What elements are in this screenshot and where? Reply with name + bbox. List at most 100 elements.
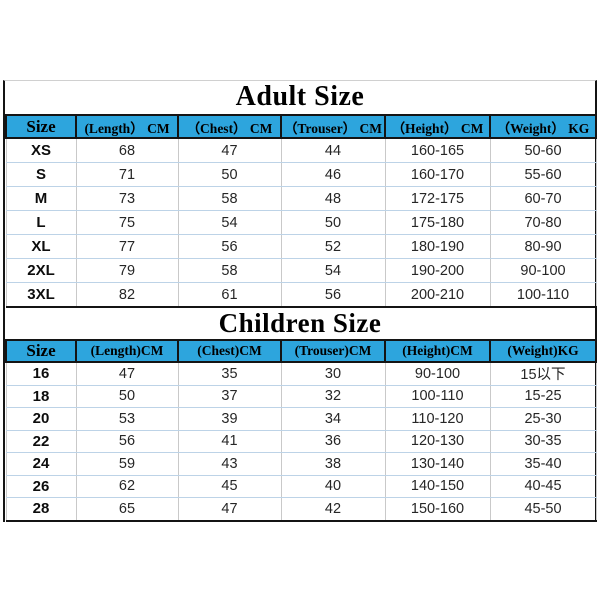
adult-data-cell: 160-170 (384, 162, 491, 187)
adult-table-row: S 71 50 46 160-170 55-60 (5, 162, 597, 187)
children-size-label: 22 (5, 429, 77, 453)
children-data-cell: 56 (75, 429, 179, 453)
adult-table-row: 2XL 79 58 54 190-200 90-100 (5, 258, 597, 283)
adult-data-cell: 48 (280, 186, 386, 211)
adult-data-cell: 160-165 (384, 137, 491, 163)
adult-size-table: Size (Length） CM （Chest） CM （Trouser） CM （He… (5, 114, 597, 308)
children-data-cell: 41 (177, 429, 282, 453)
adult-size-label: M (5, 186, 77, 211)
children-data-cell: 53 (75, 407, 179, 431)
adult-column-header: （Weight） KG (489, 114, 597, 139)
adult-data-cell: 54 (280, 258, 386, 283)
children-size-label: 16 (5, 361, 77, 386)
adult-data-cell: 50-60 (489, 137, 597, 163)
children-data-cell: 42 (280, 497, 386, 521)
children-size-label: 24 (5, 452, 77, 476)
children-column-header: (Length)CM (75, 339, 179, 363)
children-size-label: 26 (5, 474, 77, 498)
children-column-header: (Height)CM (384, 339, 491, 363)
children-size-table: Size (Length)CM (Chest)CM (Trouser)CM (Heigh… (5, 339, 597, 522)
adult-data-cell: 70-80 (489, 210, 597, 235)
children-data-cell: 59 (75, 452, 179, 476)
adult-table-row: XL 77 56 52 180-190 80-90 (5, 234, 597, 259)
adult-data-cell: 54 (177, 210, 282, 235)
size-chart-board: Adult Size Size (Length） CM （Chest） CM （Tro… (3, 80, 597, 522)
adult-data-cell: 82 (75, 282, 179, 308)
adult-data-cell: 56 (177, 234, 282, 259)
adult-data-cell: 47 (177, 137, 282, 163)
children-data-cell: 34 (280, 407, 386, 431)
adult-size-label: 3XL (5, 282, 77, 308)
adult-data-cell: 52 (280, 234, 386, 259)
adult-data-cell: 50 (280, 210, 386, 235)
children-size-label: 18 (5, 384, 77, 408)
children-data-cell: 38 (280, 452, 386, 476)
children-data-cell: 25-30 (489, 407, 597, 431)
children-table-row: 16 47 35 30 90-100 15以下 (5, 361, 597, 386)
children-data-cell: 47 (75, 361, 179, 386)
adult-data-cell: 180-190 (384, 234, 491, 259)
children-size-title: Children Size (218, 308, 382, 338)
children-table-body: 16 47 35 30 90-100 15以下 18 50 37 32 100-110 15-25 20… (5, 361, 597, 521)
adult-data-cell: 175-180 (384, 210, 491, 235)
adult-size-label: XL (5, 234, 77, 259)
children-data-cell: 120-130 (384, 429, 491, 453)
children-data-cell: 45 (177, 474, 282, 498)
children-table-row: 24 59 43 38 130-140 35-40 (5, 452, 597, 476)
adult-data-cell: 55-60 (489, 162, 597, 187)
children-data-cell: 36 (280, 429, 386, 453)
adult-data-cell: 100-110 (489, 282, 597, 308)
adult-size-label: 2XL (5, 258, 77, 283)
adult-data-cell: 73 (75, 186, 179, 211)
children-data-cell: 32 (280, 384, 386, 408)
children-size-label: 20 (5, 407, 77, 431)
adult-data-cell: 71 (75, 162, 179, 187)
adult-data-cell: 77 (75, 234, 179, 259)
children-data-cell: 39 (177, 407, 282, 431)
children-column-header: Size (5, 339, 77, 363)
adult-data-cell: 60-70 (489, 186, 597, 211)
children-data-cell: 150-160 (384, 497, 491, 521)
adult-table-header: Size (Length） CM （Chest） CM （Trouser） CM （He… (5, 114, 597, 139)
adult-data-cell: 172-175 (384, 186, 491, 211)
children-data-cell: 130-140 (384, 452, 491, 476)
children-data-cell: 35-40 (489, 452, 597, 476)
adult-column-header: （Trouser） CM (280, 114, 386, 139)
adult-column-header: （Chest） CM (177, 114, 282, 139)
children-data-cell: 90-100 (384, 361, 491, 386)
children-column-header: (Trouser)CM (280, 339, 386, 363)
adult-table-body: XS 68 47 44 160-165 50-60 S 71 50 46 160-170 55-60 M… (5, 137, 597, 308)
adult-data-cell: 58 (177, 186, 282, 211)
children-column-header: (Chest)CM (177, 339, 282, 363)
adult-table-row: 3XL 82 61 56 200-210 100-110 (5, 282, 597, 308)
adult-table-row: L 75 54 50 175-180 70-80 (5, 210, 597, 235)
children-data-cell: 40-45 (489, 474, 597, 498)
adult-table-row: M 73 58 48 172-175 60-70 (5, 186, 597, 211)
adult-size-title: Adult Size (235, 81, 365, 112)
adult-data-cell: 90-100 (489, 258, 597, 283)
children-data-cell: 140-150 (384, 474, 491, 498)
children-data-cell: 47 (177, 497, 282, 521)
adult-column-header: Size (5, 114, 77, 139)
adult-data-cell: 61 (177, 282, 282, 308)
children-data-cell: 110-120 (384, 407, 491, 431)
children-data-cell: 15-25 (489, 384, 597, 408)
adult-size-label: L (5, 210, 77, 235)
children-column-header: (Weight)KG (489, 339, 597, 363)
children-table-header: Size (Length)CM (Chest)CM (Trouser)CM (Heigh… (5, 339, 597, 363)
children-data-cell: 30-35 (489, 429, 597, 453)
adult-data-cell: 56 (280, 282, 386, 308)
adult-data-cell: 50 (177, 162, 282, 187)
adult-data-cell: 80-90 (489, 234, 597, 259)
children-data-cell: 100-110 (384, 384, 491, 408)
adult-table-row: XS 68 47 44 160-165 50-60 (5, 137, 597, 163)
children-data-cell: 15以下 (489, 361, 597, 386)
adult-data-cell: 190-200 (384, 258, 491, 283)
adult-header-row: Size (Length） CM （Chest） CM （Trouser） CM （He… (5, 114, 597, 139)
children-data-cell: 35 (177, 361, 282, 386)
children-data-cell: 65 (75, 497, 179, 521)
adult-data-cell: 44 (280, 137, 386, 163)
children-data-cell: 62 (75, 474, 179, 498)
adult-column-header: （Height） CM (384, 114, 491, 139)
adult-data-cell: 46 (280, 162, 386, 187)
